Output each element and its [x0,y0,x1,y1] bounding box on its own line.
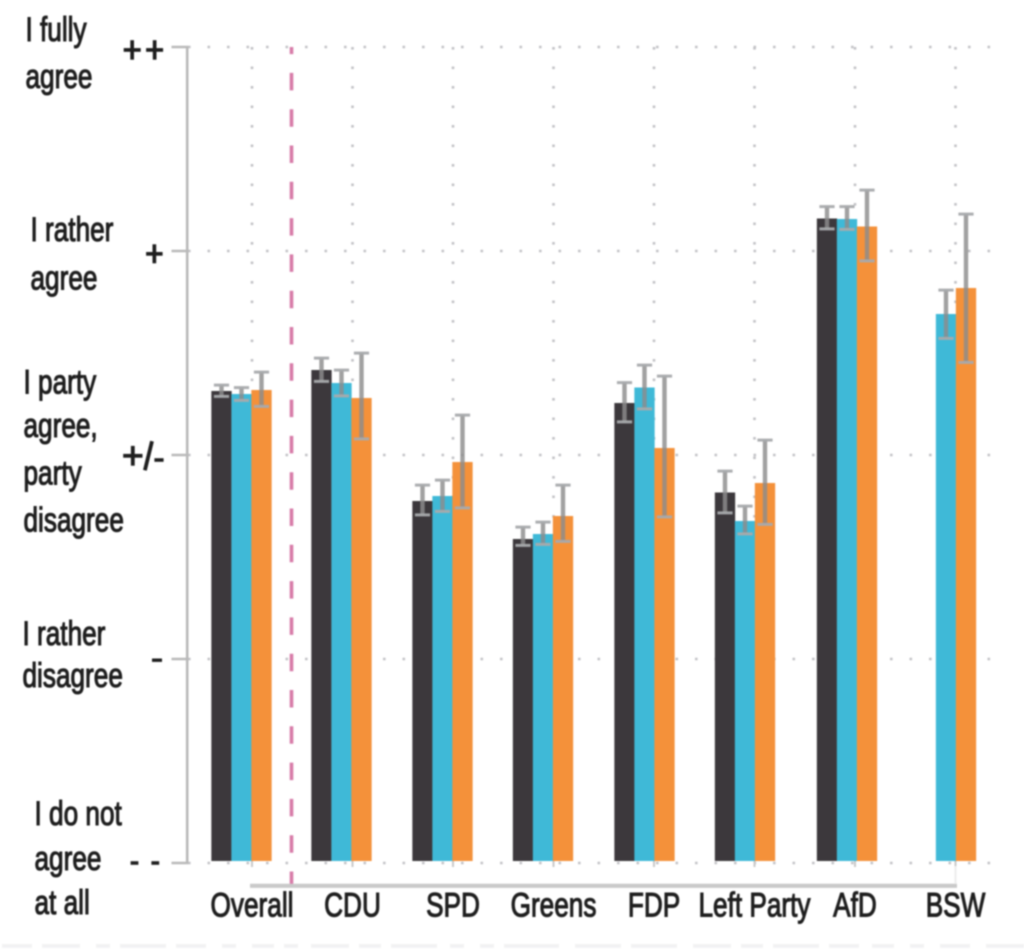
svg-text:I party: I party [24,364,97,401]
svg-text:agree: agree [31,260,98,297]
svg-text:I rather: I rather [31,212,114,249]
svg-text:agree: agree [35,841,102,878]
svg-text:FDP: FDP [628,887,680,924]
svg-text:I rather: I rather [23,616,106,653]
svg-text:SPD: SPD [426,887,480,924]
svg-text:CDU: CDU [324,887,381,924]
svg-text:Left Party: Left Party [698,887,811,924]
svg-text:disagree: disagree [24,502,124,539]
svg-text:Greens: Greens [511,887,597,924]
svg-text:I fully: I fully [26,12,88,49]
svg-text:agree: agree [26,59,93,96]
svg-text:disagree: disagree [23,658,123,695]
svg-text:BSW: BSW [926,887,986,924]
svg-text:Overall: Overall [211,887,294,924]
svg-text:AfD: AfD [833,887,877,924]
svg-text:party: party [24,455,83,492]
svg-text:at all: at all [35,885,90,922]
svg-text:I do not: I do not [35,796,123,833]
svg-text:agree,: agree, [24,408,98,445]
